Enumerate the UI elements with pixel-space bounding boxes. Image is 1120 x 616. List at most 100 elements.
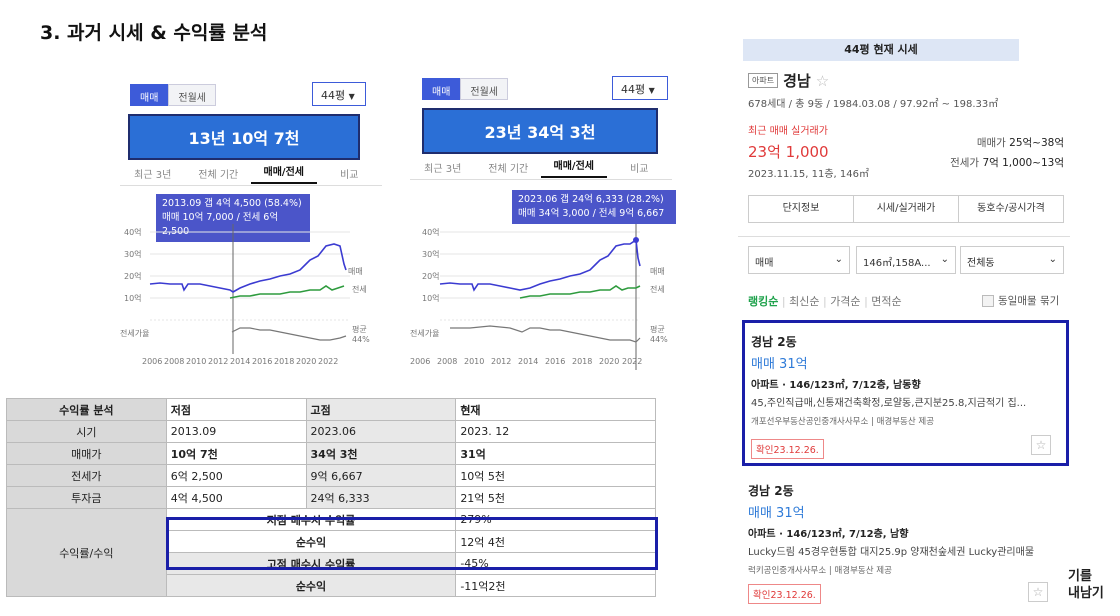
table-cell: 34억 3천 — [305, 442, 457, 465]
table-cell: 6억 2,500 — [165, 464, 307, 487]
table-row: 시기 2013.09 2023.06 2023. 12 — [6, 420, 656, 443]
sort-price[interactable]: 가격순 — [830, 295, 861, 308]
edge-text-2: 내남기 — [1068, 586, 1104, 601]
complex-name: 경남 — [783, 72, 811, 90]
sort-ranking[interactable]: 랭킹순 — [748, 295, 779, 308]
size-dropdown[interactable]: 44평 ▼ — [612, 76, 668, 100]
tab-recent-3y[interactable]: 최근 3년 — [134, 170, 172, 181]
highlight-box — [166, 517, 658, 570]
tab-rent[interactable]: 전월세 — [460, 78, 509, 100]
group-same-label: 동일매물 묶기 — [998, 295, 1060, 307]
complex-info-button[interactable]: 단지정보 — [749, 196, 854, 222]
table-row: 전세가 6억 2,500 9억 6,667 10억 5천 — [6, 464, 656, 487]
sort-bar: 랭킹순 | 최신순 | 가격순 | 면적순 — [748, 295, 902, 308]
star-icon[interactable]: ☆ — [815, 71, 830, 90]
trade-type-select[interactable]: 매매 ⌄ — [748, 246, 850, 274]
tab-all-period[interactable]: 전체 기간 — [488, 164, 529, 175]
series-sale — [149, 243, 347, 293]
tab-sale[interactable]: 매매 — [422, 78, 461, 100]
size-dropdown[interactable]: 44평 ▼ — [312, 82, 366, 106]
listing-desc: 45,주인직급매,신통재건축확정,로얄동,큰지분25.8,지금적기 집... — [751, 398, 1027, 409]
recent-price: 23억 1,000 — [748, 143, 829, 161]
row-label: 전세가 — [6, 464, 167, 487]
chevron-down-icon: ⌄ — [1048, 254, 1057, 265]
tab-all-period[interactable]: 전체 기간 — [198, 170, 239, 181]
series-ratio — [450, 325, 641, 343]
select-label: 매매 — [755, 258, 774, 269]
label-ratio: 전세가율 — [410, 328, 439, 338]
recent-price-label: 최근 매매 실거래가 — [748, 126, 828, 137]
listing-spec: 아파트 · 146/123㎡, 7/12층, 남향 — [748, 529, 909, 540]
trade-type-toggle[interactable]: 매매 전월세 — [422, 78, 509, 100]
select-label: 전체동 — [967, 258, 995, 269]
x-tick: 2016 — [545, 357, 565, 366]
table-cell: 4억 4,500 — [165, 486, 307, 509]
label-avg: 평균 — [352, 324, 367, 334]
sort-latest[interactable]: 최신순 — [789, 295, 820, 308]
grid — [150, 231, 350, 321]
table-header: 고점 — [305, 398, 457, 421]
chart-panel-low: 매매 전월세 44평 ▼ 13년 10억 7천 최근 3년 전체 기간 매매/전… — [120, 70, 382, 370]
chevron-down-icon: ▼ — [348, 92, 355, 101]
confirm-badge: 확인23.12.26. — [751, 439, 824, 459]
chevron-down-icon: ▼ — [648, 86, 655, 95]
y-tick: 20억 — [422, 271, 440, 281]
x-tick: 2016 — [252, 357, 272, 366]
divider — [738, 236, 1070, 237]
sale-range: 25억~38억 — [1009, 137, 1064, 149]
sort-area[interactable]: 면적순 — [871, 295, 902, 308]
y-tick: 40억 — [124, 227, 142, 237]
x-tick: 2006 — [410, 357, 430, 366]
x-tick: 2018 — [274, 357, 294, 366]
star-icon[interactable]: ☆ — [1031, 435, 1051, 455]
listing-card[interactable]: 경남 2동 매매 31억 아파트 · 146/123㎡, 7/12층, 남동향 … — [742, 320, 1069, 466]
price-history-button[interactable]: 시세/실거래가 — [854, 196, 959, 222]
listing-agent: 개포선우부동산공인중개사사무소 | 매경부동산 제공 — [751, 417, 935, 427]
table-cell: 2013.09 — [165, 420, 307, 443]
star-icon[interactable]: ☆ — [1028, 582, 1048, 602]
x-tick: 2006 — [142, 357, 162, 366]
table-row: 매매가 10억 7천 34억 3천 31억 — [6, 442, 656, 465]
listing-card[interactable]: 경남 2동 매매 31억 아파트 · 146/123㎡, 7/12층, 남향 L… — [742, 474, 1069, 614]
tooltip-line-2: 매매 34억 3,000 / 전세 9억 6,667 — [518, 208, 665, 219]
tab-sale-jeonse[interactable]: 매매/전세 — [251, 163, 317, 184]
series-jeonse — [229, 285, 345, 299]
table-cell: 2023.06 — [305, 420, 457, 443]
listing-price: 매매 31억 — [748, 506, 805, 521]
tab-recent-3y[interactable]: 최근 3년 — [424, 164, 462, 175]
tab-sale[interactable]: 매매 — [130, 84, 169, 106]
x-tick: 2022 — [622, 357, 642, 366]
unit-price-button[interactable]: 동호수/공시가격 — [977, 203, 1045, 214]
series-jeonse — [519, 285, 641, 299]
checkbox[interactable] — [982, 294, 994, 307]
x-tick: 2012 — [491, 357, 511, 366]
price-tooltip: 2023.06 갭 24억 6,333 (28.2%) 매매 34억 3,000… — [512, 190, 676, 224]
trade-type-toggle[interactable]: 매매 전월세 — [130, 84, 217, 106]
sale-label: 매매가 — [976, 137, 1006, 149]
label-avg-pct: 44% — [352, 335, 370, 344]
listing-title: 경남 2동 — [751, 335, 797, 349]
sub-label: 순수익 — [165, 574, 457, 597]
x-tick: 2012 — [208, 357, 228, 366]
label-sale: 매매 — [650, 267, 665, 276]
edge-text-1: 기를 — [1068, 569, 1092, 584]
table-header: 현재 — [455, 398, 656, 421]
complex-summary: 아파트 경남 ☆ 678세대 / 총 9동 / 1984.03.08 / 97.… — [748, 70, 1068, 180]
table-cell: 31억 — [455, 442, 656, 465]
label-avg: 평균 — [650, 324, 665, 334]
building-select[interactable]: 전체동 ⌄ — [960, 246, 1064, 274]
y-tick: 20억 — [124, 271, 142, 281]
label-jeonse: 전세 — [352, 284, 367, 294]
tab-sale-jeonse[interactable]: 매매/전세 — [541, 157, 607, 178]
group-same-toggle[interactable]: 동일매물 묶기 — [982, 293, 1059, 308]
table-cell: 21억 5천 — [455, 486, 656, 509]
x-tick: 2008 — [437, 357, 457, 366]
area-select[interactable]: 146㎡,158A... ⌄ — [856, 246, 956, 274]
tab-rent[interactable]: 전월세 — [168, 84, 217, 106]
table-cell: 2023. 12 — [455, 420, 656, 443]
select-label: 146㎡,158A... — [863, 258, 931, 269]
tab-compare[interactable]: 비교 — [340, 170, 359, 181]
tab-compare[interactable]: 비교 — [630, 164, 649, 175]
table-row: 순수익 12억 4천 — [7, 530, 656, 553]
listing-price: 매매 31억 — [751, 357, 808, 372]
